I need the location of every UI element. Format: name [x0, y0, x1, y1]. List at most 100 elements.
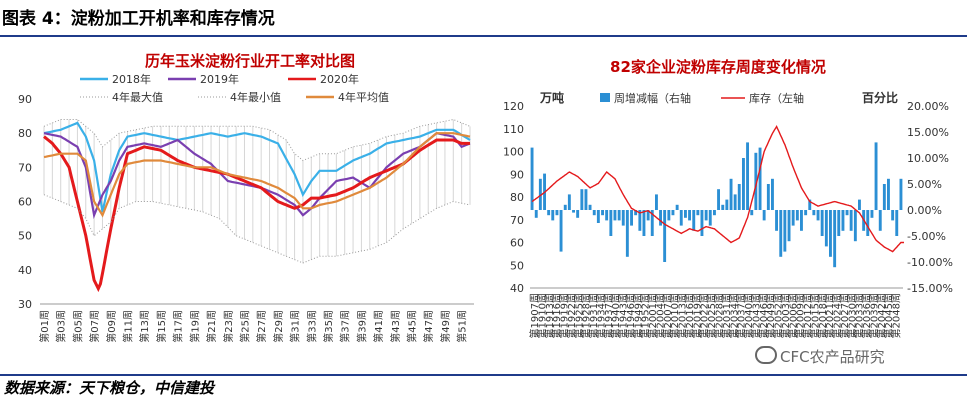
- right-x-tick-label: 第1940周: [609, 293, 622, 338]
- right-change-bar: [563, 204, 567, 210]
- right-x-tick-group: 第2036周: [860, 293, 873, 338]
- left-x-tick-group: 第09周: [105, 310, 118, 343]
- right-legend-bar-label: 周增减幅（右轴: [614, 91, 691, 105]
- left-x-tick-group: 第29周: [272, 310, 285, 343]
- right-x-tick-label: 第2030周: [845, 293, 858, 338]
- left-x-tick-group: 第03周: [55, 310, 68, 343]
- right-change-bar: [882, 184, 886, 210]
- left-chart: 历年玉米淀粉行业开工率对比图 30 40 50 60 70 80 90 第01周 第03周 第05周…: [18, 52, 474, 343]
- right-right-y-tick: 10.00%: [907, 152, 949, 165]
- right-x-tick-label: 第2025周: [705, 293, 718, 338]
- right-x-tick-group: 第2043周: [749, 293, 762, 338]
- right-change-bar: [708, 210, 712, 226]
- right-x-tick-label: 第2015周: [808, 293, 821, 338]
- wechat-icon: [755, 346, 777, 364]
- left-x-tick-label: 第35周: [322, 310, 335, 343]
- right-chart-title: 82家企业淀粉库存周度变化情况: [610, 58, 826, 76]
- left-y-tick-label: 60: [18, 196, 32, 209]
- right-change-bar: [849, 210, 853, 231]
- right-x-tick-label: 第1910周: [535, 293, 548, 338]
- right-x-tick-label: 第2031周: [720, 293, 733, 338]
- right-change-bar: [725, 199, 729, 210]
- left-x-tick-label: 第43周: [389, 310, 402, 343]
- right-change-bar: [737, 184, 741, 210]
- right-change-bar: [655, 194, 658, 210]
- left-x-tick-label: 第37周: [339, 310, 352, 343]
- left-x-tick-label: 第05周: [71, 310, 84, 343]
- right-x-tick-label: 第1907周: [528, 293, 541, 338]
- right-change-bar: [787, 210, 791, 242]
- right-change-bar: [717, 189, 720, 210]
- right-left-axis-label: 万吨: [539, 90, 564, 105]
- left-chart-title: 历年玉米淀粉行业开工率对比图: [145, 52, 355, 70]
- right-change-bar: [596, 210, 600, 223]
- left-x-tick-group: 第43周: [389, 310, 402, 343]
- left-x-tick-group: 第47周: [422, 310, 435, 343]
- right-change-bar: [812, 210, 816, 216]
- left-x-tick-group: 第07周: [88, 310, 101, 343]
- right-x-tick-label: 第1952周: [639, 293, 652, 338]
- right-left-y-tick: 110: [503, 123, 524, 136]
- right-change-bar: [530, 147, 534, 210]
- right-x-tick-label: 第2018周: [816, 293, 829, 338]
- left-y-tick-label: 40: [18, 264, 32, 277]
- right-x-tick-label: 第1934周: [594, 293, 607, 338]
- left-x-tick-label: 第33周: [305, 310, 318, 343]
- left-x-tick-group: 第05周: [71, 310, 84, 343]
- right-x-tick-group: 第2004周: [653, 293, 666, 338]
- right-left-y-tick: 40: [510, 282, 524, 295]
- right-change-bar: [580, 189, 584, 210]
- left-x-tick-group: 第01周: [38, 310, 51, 343]
- right-change-bar: [601, 210, 604, 216]
- right-x-tick-group: 第2040周: [742, 293, 755, 338]
- right-x-tick-label: 第2039周: [867, 293, 880, 338]
- right-x-tick-label: 第2049周: [764, 293, 777, 338]
- left-x-tick-group: 第11周: [122, 310, 135, 343]
- right-x-tick-label: 第2013周: [676, 293, 689, 338]
- right-change-bar: [688, 210, 691, 221]
- right-left-y-tick: 100: [503, 146, 524, 159]
- left-x-tick-group: 第39周: [355, 310, 368, 343]
- right-change-bar: [621, 210, 625, 226]
- right-x-tick-label: 第2027周: [838, 293, 851, 338]
- right-change-bar: [696, 210, 700, 216]
- right-x-tick-group: 第2034周: [727, 293, 740, 338]
- right-left-y-tick: 80: [510, 191, 524, 204]
- right-x-tick-label: 第2052周: [772, 293, 785, 338]
- right-left-y-tick: 60: [510, 237, 524, 250]
- right-x-tick-group: 第2027周: [838, 293, 851, 338]
- right-change-bar: [671, 210, 675, 216]
- left-x-tick-label: 第15周: [155, 310, 168, 343]
- right-x-tick-label: 第1913周: [543, 293, 556, 338]
- right-x-tick-group: 第2006周: [786, 293, 799, 338]
- right-x-tick-label: 第1931周: [587, 293, 600, 338]
- top-rule: [0, 35, 967, 37]
- right-x-tick-group: 第1922周: [565, 293, 578, 338]
- right-left-y-tick: 120: [503, 100, 524, 113]
- right-left-y-tick: 50: [510, 259, 524, 272]
- left-x-tick-label: 第31周: [289, 310, 302, 343]
- left-legend-label: 4年最大值: [112, 90, 163, 104]
- left-x-tick-group: 第15周: [155, 310, 168, 343]
- right-x-tick-label: 第1922周: [565, 293, 578, 338]
- left-legend-label: 2020年: [320, 72, 359, 86]
- left-y-tick-label: 50: [18, 230, 32, 243]
- left-x-tick-group: 第51周: [456, 310, 469, 343]
- right-change-bar: [588, 204, 592, 210]
- right-right-y-tick: 5.00%: [907, 178, 942, 191]
- right-x-tick-group: 第2007周: [661, 293, 674, 338]
- right-change-bar: [663, 210, 667, 262]
- right-x-tick-group: 第1934周: [594, 293, 607, 338]
- right-x-tick-group: 第2018周: [816, 293, 829, 338]
- right-change-bar: [733, 194, 737, 210]
- right-change-bar: [878, 210, 882, 231]
- right-x-tick-group: 第1943周: [617, 293, 630, 338]
- right-x-tick-label: 第1919周: [558, 293, 571, 338]
- watermark: CFC农产品研究: [755, 346, 885, 367]
- left-x-tick-label: 第21周: [205, 310, 218, 343]
- right-change-bar: [804, 210, 808, 216]
- left-x-tick-label: 第01周: [38, 310, 51, 343]
- left-x-tick-label: 第17周: [172, 310, 185, 343]
- right-change-bar: [634, 210, 638, 216]
- right-x-tick-label: 第2012周: [801, 293, 814, 338]
